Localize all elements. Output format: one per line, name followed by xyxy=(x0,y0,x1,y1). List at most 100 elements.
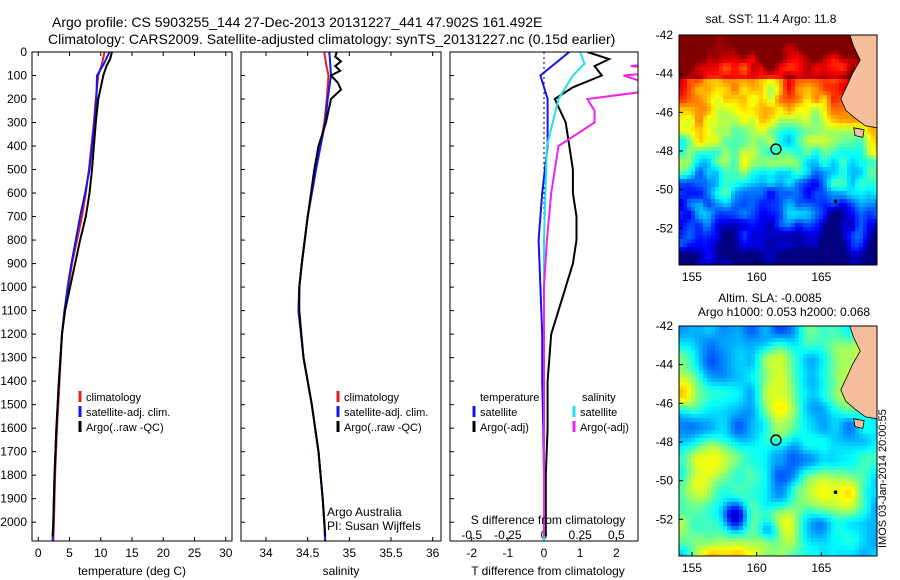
map-ytick-label: -42 xyxy=(656,319,674,333)
map-ytick-label: -48 xyxy=(656,435,674,449)
land-new-zealand xyxy=(840,35,877,129)
ytick-label: 1900 xyxy=(0,492,27,506)
figure-title-line1: Argo profile: CS 5903255_144 27-Dec-2013… xyxy=(52,14,543,30)
legend-temperature-heading: temperature xyxy=(480,392,539,404)
map-xtick-label: 160 xyxy=(747,270,767,284)
ytick-label: 1000 xyxy=(0,280,27,294)
ytick-label: 200 xyxy=(7,92,27,106)
difference-s-label: S difference from climatology xyxy=(471,513,626,527)
xtick-label: 35.5 xyxy=(379,546,403,560)
map-ytick-label: -52 xyxy=(656,221,674,235)
ytick-label: 1300 xyxy=(0,351,27,365)
xtick-label: 34.5 xyxy=(296,546,320,560)
ytick-label: 600 xyxy=(7,186,27,200)
imos-timestamp: IMOS 03-Jan-2014 20:00:55 xyxy=(877,409,889,548)
ytick-label: 0 xyxy=(20,45,27,59)
figure-title-line2: Climatology: CARS2009. Satellite-adjuste… xyxy=(48,31,616,47)
ytick-label: 800 xyxy=(7,233,27,247)
land-stewart-island xyxy=(853,418,865,429)
legend-salinity-heading: salinity xyxy=(582,392,616,404)
ytick-label: 1200 xyxy=(0,327,27,341)
ytick-label: 400 xyxy=(7,139,27,153)
ytick-label: 100 xyxy=(7,69,27,83)
xtick-label: 25 xyxy=(188,546,202,560)
xtick-label: 35 xyxy=(343,546,357,560)
xtick-label: 15 xyxy=(125,546,139,560)
ytick-label: 2000 xyxy=(0,515,27,529)
argo-position-marker xyxy=(770,143,782,155)
xtick-label: 0 xyxy=(541,546,548,560)
ytick-label: 500 xyxy=(7,163,27,177)
salinity-xlabel: salinity xyxy=(323,564,360,578)
map-ytick-label: -50 xyxy=(656,183,674,197)
xtick-label: 0 xyxy=(35,546,42,560)
xtick-label: 2 xyxy=(613,546,620,560)
map-xtick-label: 155 xyxy=(682,270,702,284)
map-ytick-label: -42 xyxy=(656,28,674,42)
map-ytick-label: -44 xyxy=(656,67,674,81)
temperature-xlabel: temperature (deg C) xyxy=(78,564,186,578)
map-ytick-label: -50 xyxy=(656,474,674,488)
legend-label: satellite-adj. clim. xyxy=(86,407,170,419)
ytick-label: 1600 xyxy=(0,421,27,435)
map-xtick-label: 160 xyxy=(747,561,767,575)
difference-panel: -2 -1 0 1 2-0.5 -0.25 0 0.25 0.5 S difference fr… xyxy=(449,51,639,578)
map-ytick-label: -44 xyxy=(656,358,674,372)
salinity-annotation-line2: PI: Susan Wijffels xyxy=(327,519,421,533)
sst-map-panel: 155 160 165 -42 -44 -46 -48 -50 -52 sat. SST: 11… xyxy=(656,12,878,284)
xtick-label: 1 xyxy=(577,546,584,560)
xtick-label: 30 xyxy=(219,546,233,560)
ytick-label: 1100 xyxy=(1,304,27,318)
map-ytick-label: -52 xyxy=(656,512,674,526)
land-auckland-islands xyxy=(833,199,838,204)
xtick-label: -1 xyxy=(503,546,514,560)
argo-position-marker xyxy=(770,434,782,446)
land-new-zealand xyxy=(840,326,877,420)
ytick-label: 1500 xyxy=(0,398,27,412)
series-line-temperature-argo-adj- xyxy=(544,52,612,537)
map-ytick-label: -46 xyxy=(656,105,674,119)
temperature-panel: 0 5 10 15 20 25 300100200300400500600700800900… xyxy=(0,45,232,578)
legend-label: Argo(-adj) xyxy=(580,422,629,434)
xtick-label-salinity: -0.25 xyxy=(494,528,522,542)
legend-label: Argo(..raw -QC) xyxy=(86,422,164,434)
series-line-climatology xyxy=(52,52,106,541)
map-xtick-label: 155 xyxy=(682,561,702,575)
xtick-label: 36 xyxy=(426,546,440,560)
salinity-panel: 34 34.5 35 35.5 36 salinity climatology satel… xyxy=(240,51,442,578)
sla-map-panel: 155 160 165 -42 -44 -46 -48 -50 -52 Altim. SLA: … xyxy=(656,291,878,575)
series-line-salinity-satellite xyxy=(543,52,586,541)
ytick-label: 900 xyxy=(7,257,27,271)
ytick-label: 700 xyxy=(7,210,27,224)
series-line-argo-raw-qc- xyxy=(298,52,343,537)
sst-map-title: sat. SST: 11.4 Argo: 11.8 xyxy=(706,12,837,26)
map-xtick-label: 165 xyxy=(811,561,831,575)
ytick-label: 1400 xyxy=(0,374,27,388)
legend-label: satellite-adj. clim. xyxy=(344,407,428,419)
xtick-label: 5 xyxy=(66,546,73,560)
legend-label: satellite xyxy=(580,407,617,419)
xtick-label: 20 xyxy=(157,546,171,560)
ytick-label: 1700 xyxy=(0,445,27,459)
sla-map-title-line2: Argo h1000: 0.053 h2000: 0.068 xyxy=(698,305,870,319)
sla-map-title-line1: Altim. SLA: -0.0085 xyxy=(718,291,822,305)
land-stewart-island xyxy=(853,127,865,138)
xtick-label-salinity: 0.5 xyxy=(608,528,625,542)
legend-label: satellite xyxy=(480,407,517,419)
legend-label: climatology xyxy=(86,392,142,404)
legend-label: Argo(..raw -QC) xyxy=(344,422,422,434)
xtick-label-salinity: 0.25 xyxy=(568,528,592,542)
land-auckland-islands xyxy=(833,490,838,495)
series-line-argo-raw-qc- xyxy=(51,52,113,537)
series-line-satellite-adj-clim- xyxy=(51,52,111,541)
salinity-annotation-line1: Argo Australia xyxy=(327,505,402,519)
ytick-label: 1800 xyxy=(0,468,27,482)
legend-label: climatology xyxy=(344,392,400,404)
ytick-label: 300 xyxy=(7,116,27,130)
xtick-label: 34 xyxy=(259,546,273,560)
difference-t-label: T difference from climatology xyxy=(471,564,625,578)
series-line-salinity-argo-adj- xyxy=(543,64,638,537)
xtick-label: 10 xyxy=(94,546,108,560)
legend-label: Argo(-adj) xyxy=(480,422,529,434)
